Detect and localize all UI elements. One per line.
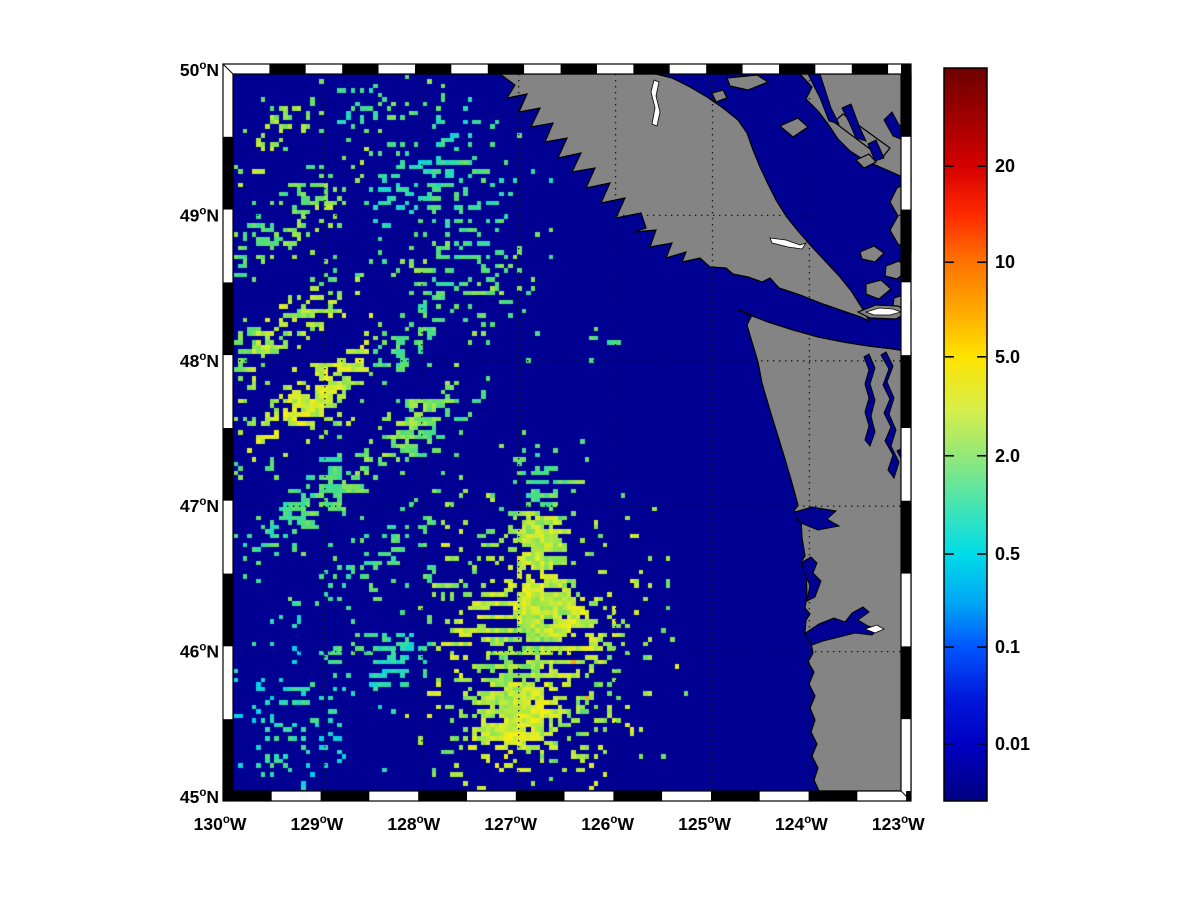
vancouver-island-landmass bbox=[498, 73, 871, 323]
cortes-island bbox=[778, 117, 809, 138]
grays-harbor-inlet bbox=[794, 506, 841, 531]
lat-tick-label: 50oN bbox=[180, 60, 219, 80]
lon-tick-label: 125oW bbox=[678, 814, 731, 834]
colorbar-tick-label: 0.1 bbox=[995, 637, 1020, 657]
hood-canal-inlet bbox=[863, 353, 876, 447]
mainland-fjord bbox=[867, 139, 885, 162]
lat-tick-label: 45oN bbox=[180, 787, 219, 807]
colorbar-tick-label: 20 bbox=[995, 156, 1015, 176]
lon-tick-label: 129oW bbox=[291, 814, 344, 834]
colorbar: 20 10 5.0 2.0 0.5 0.1 0.01 bbox=[943, 67, 1030, 802]
willapa-bay-inlet bbox=[801, 556, 822, 602]
landmasses bbox=[498, 73, 912, 792]
mainland-fjord bbox=[841, 103, 867, 142]
lat-tick-label: 48oN bbox=[180, 351, 219, 371]
strait-island bbox=[711, 89, 728, 103]
cowichan-lake bbox=[769, 237, 807, 250]
lon-tick-label: 123oW bbox=[872, 814, 925, 834]
puget-sound-inlet bbox=[880, 351, 900, 480]
island-lake bbox=[650, 79, 661, 127]
malcolm-island bbox=[726, 74, 770, 91]
colorbar-gradient bbox=[943, 67, 988, 802]
map-border bbox=[222, 63, 912, 802]
colorbar-tick-label: 0.5 bbox=[995, 544, 1020, 564]
lon-tick-label: 130oW bbox=[194, 814, 247, 834]
longitude-labels: 130oW 129oW 128oW 127oW 126oW 125oW 124oW 123oW bbox=[194, 814, 926, 834]
latitude-labels: 45oN 46oN 47oN 48oN 49oN 50oN bbox=[180, 60, 219, 807]
san-juan-island bbox=[859, 245, 885, 263]
lon-tick-label: 126oW bbox=[581, 814, 634, 834]
lakes bbox=[650, 79, 903, 634]
lon-tick-label: 124oW bbox=[775, 814, 828, 834]
columbia-island bbox=[863, 624, 885, 634]
colorbar-tick-label: 0.01 bbox=[995, 734, 1030, 754]
colorbar-tick-label: 2.0 bbox=[995, 446, 1020, 466]
lon-tick-label: 127oW bbox=[484, 814, 537, 834]
colorbar-tick-label: 10 bbox=[995, 252, 1015, 272]
lat-tick-label: 46oN bbox=[180, 642, 219, 662]
columbia-river-inlet bbox=[803, 606, 881, 646]
san-juan-island bbox=[865, 279, 892, 300]
lat-tick-label: 47oN bbox=[180, 496, 219, 516]
colorbar-tick-label: 5.0 bbox=[995, 347, 1020, 367]
lat-tick-label: 49oN bbox=[180, 205, 219, 225]
lon-tick-label: 128oW bbox=[387, 814, 440, 834]
lasqueti-island bbox=[854, 153, 877, 169]
